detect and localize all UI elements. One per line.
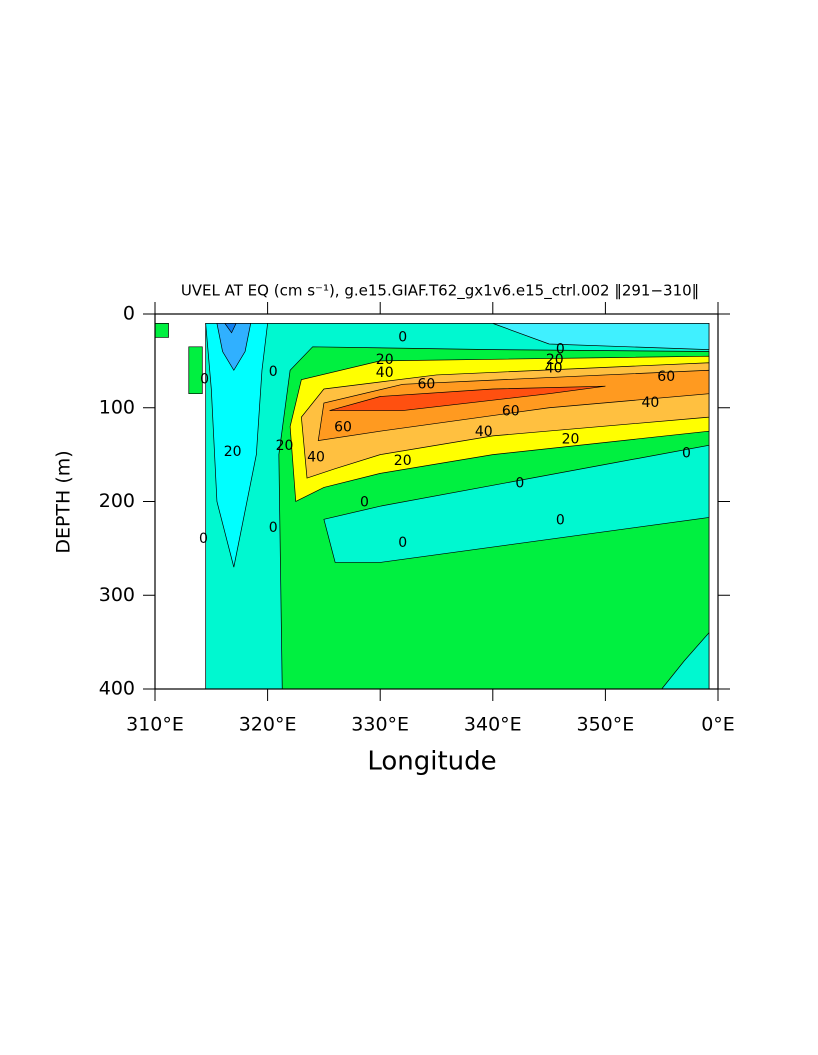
contour-label: 20: [546, 352, 564, 368]
y-tick-label: 400: [99, 678, 135, 700]
contour-label: 60: [502, 404, 520, 420]
contour-region: [323, 444, 710, 563]
x-tick-label: 310°E: [126, 714, 184, 736]
contour-label: 0: [360, 494, 369, 510]
contour-region: [205, 323, 268, 568]
x-tick-label: 340°E: [464, 714, 522, 736]
contour-label: 60: [657, 369, 675, 385]
contour-label: 0: [269, 520, 278, 536]
contour-label: 20: [562, 432, 580, 448]
contour-label: 20: [224, 444, 242, 460]
contour-region: [329, 385, 606, 411]
contour-region: [492, 323, 710, 350]
contour-label: 40: [376, 365, 394, 381]
contour-label: 40: [307, 449, 325, 465]
chart-title: UVEL AT EQ (cm s⁻¹), g.e15.GIAF.T62_gx1v…: [181, 282, 699, 301]
x-tick-label: 320°E: [239, 714, 297, 736]
x-tick-label: 350°E: [577, 714, 635, 736]
y-tick-label: 300: [99, 584, 135, 606]
contour-label: 60: [334, 419, 352, 435]
y-tick-label: 0: [123, 303, 135, 325]
contour-region: [216, 323, 252, 371]
x-axis-label: Longitude: [367, 747, 496, 777]
contour-label: 0: [199, 531, 208, 547]
contour-label: 20: [376, 352, 394, 368]
contour-label: 40: [545, 360, 563, 376]
contour-label: 0: [682, 446, 691, 462]
contour-region: [188, 346, 203, 395]
contour-label: 0: [556, 342, 565, 358]
contour-label: 0: [556, 512, 565, 528]
contour-label: 0: [398, 329, 407, 345]
x-tick-label: 0°E: [701, 714, 735, 736]
y-tick-label: 200: [99, 490, 135, 512]
contour-label: 0: [269, 364, 278, 380]
contour-label: 40: [475, 424, 493, 440]
contour-label: 0: [398, 535, 407, 551]
contour-label: 0: [515, 476, 524, 492]
contour-region: [154, 323, 169, 338]
contour-region: [317, 369, 710, 441]
x-tick-label: 330°E: [351, 714, 409, 736]
contour-label: 40: [642, 395, 660, 411]
contour-label: 60: [417, 376, 435, 392]
contour-region: [224, 323, 237, 334]
y-tick-label: 100: [99, 396, 135, 418]
contour-label: 20: [276, 438, 294, 454]
contour-label: 0: [200, 372, 209, 388]
y-axis-label: DEPTH (m): [53, 450, 75, 553]
contour-label: 20: [394, 453, 412, 469]
